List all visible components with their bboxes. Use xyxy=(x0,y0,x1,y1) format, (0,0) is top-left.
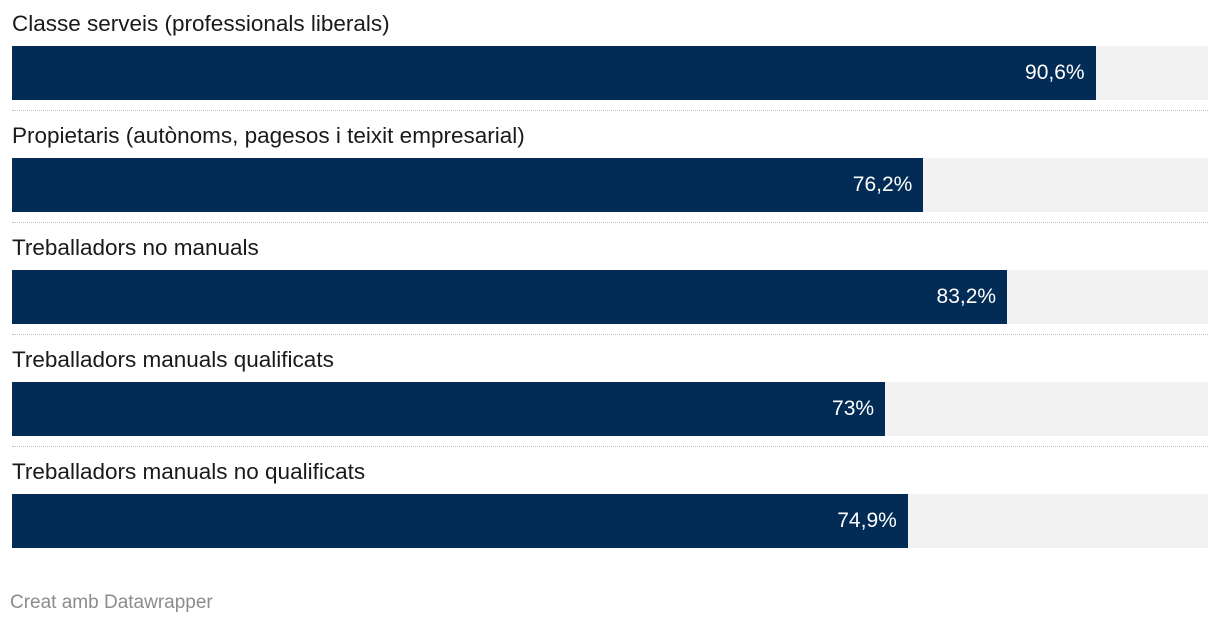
bar: 76,2% xyxy=(12,158,924,212)
bar-value-label: 83,2% xyxy=(936,285,997,308)
bar-value-label: 73% xyxy=(832,397,875,420)
bar: 74,9% xyxy=(12,494,908,548)
bar-chart: Classe serveis (professionals liberals) 9… xyxy=(12,0,1208,560)
bar-category-label: Treballadors manuals qualificats xyxy=(12,347,334,372)
bar-value-label: 76,2% xyxy=(852,173,913,196)
bar-value-label: 74,9% xyxy=(837,509,897,532)
bar-track: 73% xyxy=(12,382,1208,436)
bar-row: Treballadors no manuals 83,2% xyxy=(12,224,1208,336)
bar-track: 90,6% xyxy=(12,46,1208,100)
bar-category-label: Classe serveis (professionals liberals) xyxy=(12,11,390,36)
bar-category-label: Propietaris (autònoms, pagesos i teixit … xyxy=(12,123,525,148)
bar-track: 74,9% xyxy=(12,494,1208,548)
bar: 83,2% xyxy=(12,270,1008,324)
bar-value-label: 90,6% xyxy=(1025,61,1085,84)
bar-category-label: Treballadors manuals no qualificats xyxy=(12,459,366,484)
bar: 73% xyxy=(12,382,886,436)
bar-row: Propietaris (autònoms, pagesos i teixit … xyxy=(12,112,1208,224)
bar-row: Treballadors manuals no qualificats 74,9% xyxy=(12,448,1208,560)
bar-track: 76,2% xyxy=(12,158,1208,212)
bar-track: 83,2% xyxy=(12,270,1208,324)
bar: 90,6% xyxy=(12,46,1096,100)
bar-row: Classe serveis (professionals liberals) 9… xyxy=(12,0,1208,112)
datawrapper-credit[interactable]: Creat amb Datawrapper xyxy=(10,592,213,613)
bar-row: Treballadors manuals qualificats 73% xyxy=(12,336,1208,448)
bar-category-label: Treballadors no manuals xyxy=(12,235,259,260)
